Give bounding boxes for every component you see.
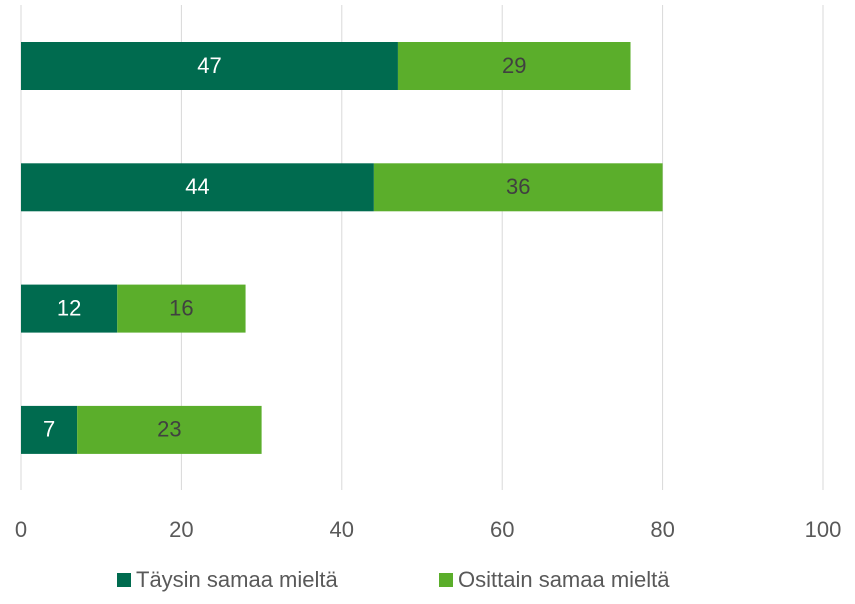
- data-label: 23: [157, 417, 181, 442]
- x-tick-label: 20: [169, 517, 193, 542]
- data-label: 36: [506, 174, 530, 199]
- x-tick-label: 0: [15, 517, 27, 542]
- data-label: 29: [502, 53, 526, 78]
- bar-segment: [21, 405, 78, 454]
- data-label: 7: [43, 417, 55, 442]
- data-label: 44: [185, 174, 209, 199]
- bar-segment: [21, 163, 374, 212]
- legend-label: Osittain samaa mieltä: [458, 567, 670, 592]
- data-label: 12: [57, 295, 81, 320]
- x-tick-label: 80: [650, 517, 674, 542]
- bar-segment: [373, 163, 663, 212]
- x-tick-label: 40: [330, 517, 354, 542]
- bar-segment: [397, 42, 631, 90]
- legend-swatch: [117, 573, 131, 587]
- bar-segment: [77, 405, 262, 454]
- data-label: 16: [169, 295, 193, 320]
- legend-label: Täysin samaa mieltä: [136, 567, 339, 592]
- bar-segment: [117, 284, 246, 333]
- x-tick-label: 60: [490, 517, 514, 542]
- legend-swatch: [439, 573, 453, 587]
- data-label: 47: [197, 53, 221, 78]
- bar-segment: [21, 42, 398, 90]
- bar-segment: [21, 284, 118, 333]
- x-tick-label: 100: [805, 517, 842, 542]
